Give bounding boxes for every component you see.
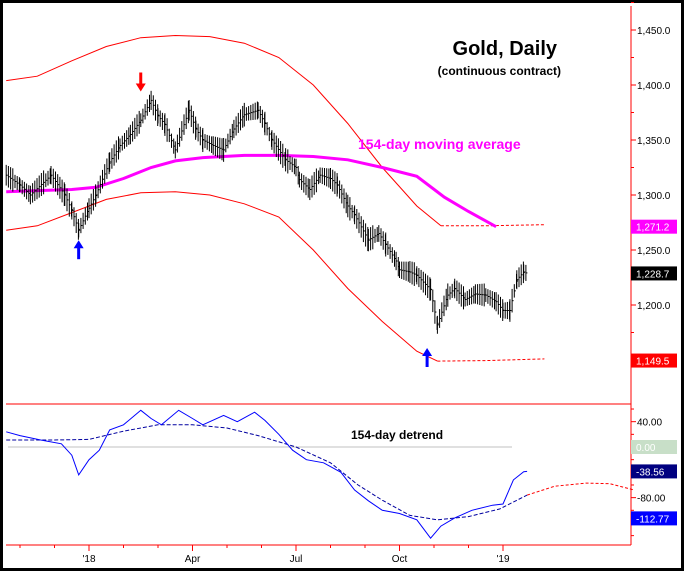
y-tick-label: 40.00 bbox=[637, 418, 662, 429]
price-badge-label: 1,271.2 bbox=[636, 223, 670, 234]
y-tick-label: 1,350.0 bbox=[637, 136, 671, 147]
x-tick-label: Oct bbox=[392, 554, 408, 565]
detrend-line bbox=[6, 409, 528, 540]
moving-average-label: 154-day moving average bbox=[358, 136, 521, 152]
x-tick-label: Apr bbox=[185, 554, 201, 565]
up-arrow-icon bbox=[422, 348, 433, 356]
detrend-badge-label: 0.00 bbox=[636, 443, 656, 454]
detrend-label: 154-day detrend bbox=[351, 428, 443, 442]
chart-title: Gold, Daily bbox=[453, 38, 558, 60]
y-tick-label: 1,250.0 bbox=[637, 246, 671, 257]
lower-band bbox=[6, 191, 438, 362]
y-tick-label: 1,400.0 bbox=[637, 81, 671, 92]
moving-average-line bbox=[6, 153, 497, 229]
y-tick-label: 1,200.0 bbox=[637, 301, 671, 312]
price-badge bbox=[631, 353, 677, 368]
lower-band-projection bbox=[437, 358, 545, 362]
detrend-badge-label: -112.77 bbox=[636, 514, 670, 525]
detrend-badge bbox=[631, 464, 677, 479]
price-badge bbox=[631, 266, 677, 281]
x-tick-label: '19 bbox=[496, 554, 509, 565]
price-badge-label: 1,228.7 bbox=[636, 269, 670, 280]
price-badge bbox=[631, 219, 677, 234]
upper-band bbox=[6, 34, 442, 227]
up-arrow-icon bbox=[73, 240, 84, 249]
y-tick-label: 1,450.0 bbox=[637, 26, 671, 37]
y-tick-label: 1,300.0 bbox=[637, 191, 671, 202]
x-tick-label: Jul bbox=[290, 554, 303, 565]
chart-subtitle: (continuous contract) bbox=[438, 64, 561, 78]
x-tick-label: '18 bbox=[82, 554, 95, 565]
cycle-line bbox=[6, 424, 528, 521]
cycle-projection bbox=[526, 482, 635, 496]
detrend-badge bbox=[631, 511, 677, 526]
detrend-badge-label: -38.56 bbox=[636, 467, 665, 478]
price-badge-label: 1,149.5 bbox=[636, 357, 670, 368]
down-arrow-icon bbox=[135, 83, 146, 92]
detrend-badge bbox=[631, 440, 677, 454]
y-tick-label: -80.00 bbox=[637, 494, 666, 505]
